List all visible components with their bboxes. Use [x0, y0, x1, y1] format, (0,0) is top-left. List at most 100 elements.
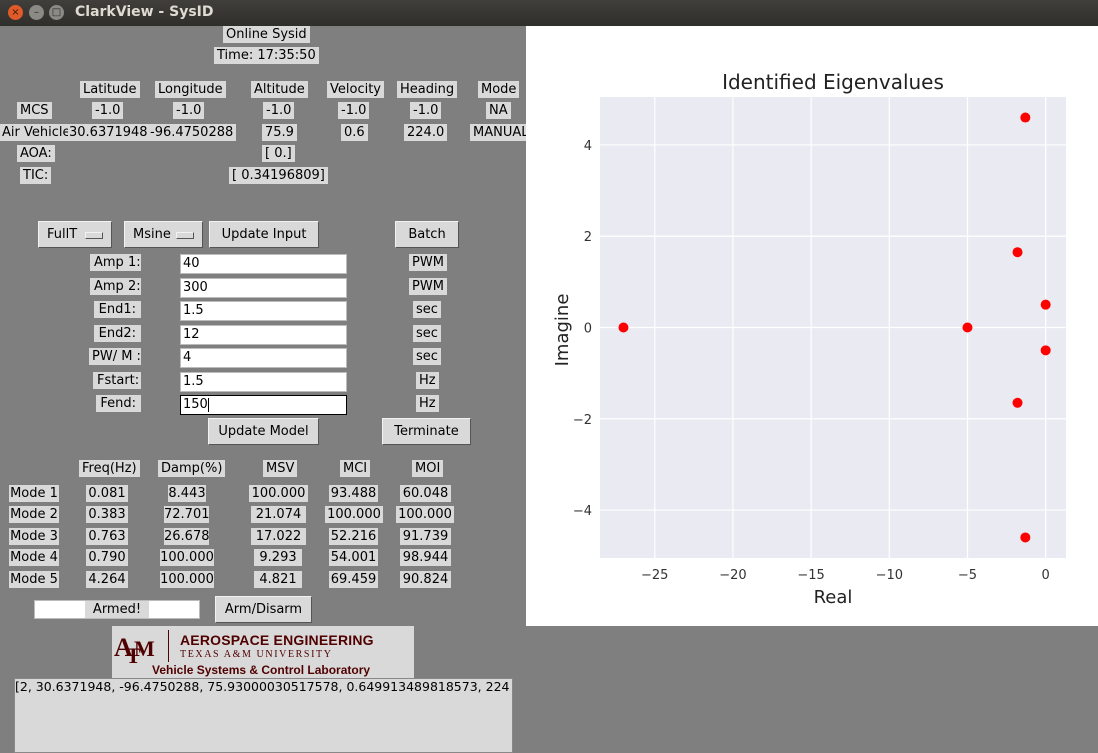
mode-mci: 52.216: [329, 528, 378, 545]
mode-row-label: Mode 5: [9, 571, 59, 588]
eigenvalue-point: [1020, 532, 1031, 543]
signal-type-dropdown[interactable]: Msine: [124, 221, 203, 248]
aerospace-engineering-text: AEROSPACE ENGINEERING: [180, 632, 374, 648]
eigenvalue-point: [1040, 299, 1051, 310]
text-cursor: [207, 397, 209, 412]
mode-damp: 8.443: [168, 485, 206, 502]
svg-text:A: A: [114, 633, 133, 662]
x-tick-label: −15: [797, 568, 824, 583]
param-unit: sec: [413, 301, 441, 318]
mode-mci: 100.000: [325, 506, 383, 523]
time-label: Time: 17:35:50: [214, 47, 319, 64]
svg-text:T: T: [126, 643, 141, 666]
update-input-button[interactable]: Update Input: [209, 221, 319, 248]
mode-msv: 4.821: [254, 571, 302, 588]
maximize-window-button[interactable]: □: [49, 5, 64, 20]
damp-header: Damp(%): [158, 460, 226, 477]
close-window-button[interactable]: ×: [8, 5, 23, 20]
tamu-aerospace-logo: A T M AEROSPACE ENGINEERING TEXAS A&M UN…: [112, 626, 414, 680]
eigenvalue-point: [1020, 112, 1031, 123]
online-sysid-label: Online Sysid: [223, 26, 310, 43]
console-output[interactable]: [2, 30.6371948, -96.4750288, 75.93000030…: [14, 678, 513, 753]
velocity-header: Velocity: [327, 81, 384, 98]
mode-freq: 0.383: [86, 506, 128, 523]
window-title-bar: × – □ ClarkView - SysID: [0, 0, 1098, 26]
fstart-input[interactable]: 1.5: [180, 372, 347, 392]
air-vehicle-latitude: 30.6371948: [68, 124, 149, 141]
control-panel: Online Sysid Time: 17:35:50 Latitude Lon…: [0, 26, 532, 753]
air-vehicle-label: Air Vehicle: [0, 124, 72, 141]
param-label: Amp 1:: [90, 254, 141, 271]
pw-m-input[interactable]: 4: [180, 348, 347, 368]
atm-logo-icon: A T M: [114, 633, 155, 666]
minimize-window-button[interactable]: –: [29, 5, 44, 20]
mcs-altitude: -1.0: [263, 102, 295, 119]
mci-header: MCI: [340, 460, 371, 477]
mode-freq: 0.790: [86, 549, 128, 566]
arm-disarm-button[interactable]: Arm/Disarm: [215, 596, 312, 623]
param-unit: Hz: [416, 395, 439, 412]
chart-title: Identified Eigenvalues: [722, 70, 944, 94]
update-model-button[interactable]: Update Model: [208, 418, 319, 445]
msv-header: MSV: [263, 460, 298, 477]
fend-value: 150: [183, 397, 208, 412]
end1-input[interactable]: 1.5: [180, 301, 347, 321]
air-vehicle-altitude: 75.9: [262, 124, 297, 141]
param-label: End2:: [94, 325, 141, 342]
batch-button[interactable]: Batch: [395, 221, 459, 248]
mode-row-label: Mode 2: [9, 506, 59, 523]
heading-header: Heading: [397, 81, 458, 98]
input-type-value: FullT: [47, 227, 78, 242]
y-tick-label: 2: [584, 230, 592, 245]
param-label: End1:: [94, 301, 141, 318]
terminate-button[interactable]: Terminate: [382, 418, 471, 445]
aoa-label: AOA:: [17, 145, 55, 162]
mcs-label: MCS: [17, 102, 52, 119]
signal-type-value: Msine: [133, 227, 171, 242]
mode-moi: 90.824: [400, 571, 451, 588]
input-type-dropdown[interactable]: FullT: [38, 221, 112, 248]
end2-input[interactable]: 12: [180, 325, 347, 345]
x-tick-label: −10: [876, 568, 903, 583]
eigenvalue-point: [1012, 397, 1023, 408]
amp2-input[interactable]: 300: [180, 278, 347, 298]
eigenvalue-plot: −25 −20 −15 −10 −5 0 −4 −2 0 2 4 Identified Eigenv…: [526, 26, 1098, 626]
mode-damp: 100.000: [160, 571, 214, 588]
mcs-longitude: -1.0: [173, 102, 205, 119]
mode-mci: 69.459: [329, 571, 378, 588]
mode-moi: 91.739: [400, 528, 451, 545]
latitude-header: Latitude: [80, 81, 140, 98]
mcs-latitude: -1.0: [92, 102, 124, 119]
x-axis-label: Real: [814, 587, 853, 608]
window-title: ClarkView - SysID: [75, 4, 214, 20]
x-tick-label: −20: [719, 568, 746, 583]
mode-msv: 21.074: [251, 506, 306, 523]
eigenvalue-point: [1040, 345, 1051, 356]
mcs-mode: NA: [486, 102, 511, 119]
param-unit: PWM: [409, 254, 447, 271]
air-vehicle-mode: MANUAL: [470, 124, 532, 141]
param-unit: sec: [413, 325, 441, 342]
air-vehicle-longitude: -96.4750288: [148, 124, 237, 141]
mode-damp: 100.000: [160, 549, 214, 566]
x-tick-label: −25: [641, 568, 668, 583]
armed-status-box: Armed!: [34, 600, 200, 619]
mode-row-label: Mode 1: [9, 485, 59, 502]
mode-mci: 93.488: [329, 485, 378, 502]
param-label: Fend:: [96, 395, 141, 412]
texas-am-text: TEXAS A&M UNIVERSITY: [180, 649, 333, 660]
eigenvalue-point: [1012, 247, 1023, 258]
svg-text:M: M: [134, 636, 155, 661]
y-axis-label: Imagine: [552, 294, 573, 367]
fend-input[interactable]: 150: [180, 395, 347, 415]
logo-divider: [168, 630, 169, 662]
longitude-header: Longitude: [155, 81, 226, 98]
mode-row-label: Mode 4: [9, 549, 59, 566]
freq-header: Freq(Hz): [79, 460, 140, 477]
param-label: Amp 2:: [90, 278, 141, 295]
mode-damp: 72.701: [164, 506, 210, 523]
mode-msv: 17.022: [251, 528, 306, 545]
x-tick-label: −5: [958, 568, 977, 583]
amp1-input[interactable]: 40: [180, 254, 347, 274]
